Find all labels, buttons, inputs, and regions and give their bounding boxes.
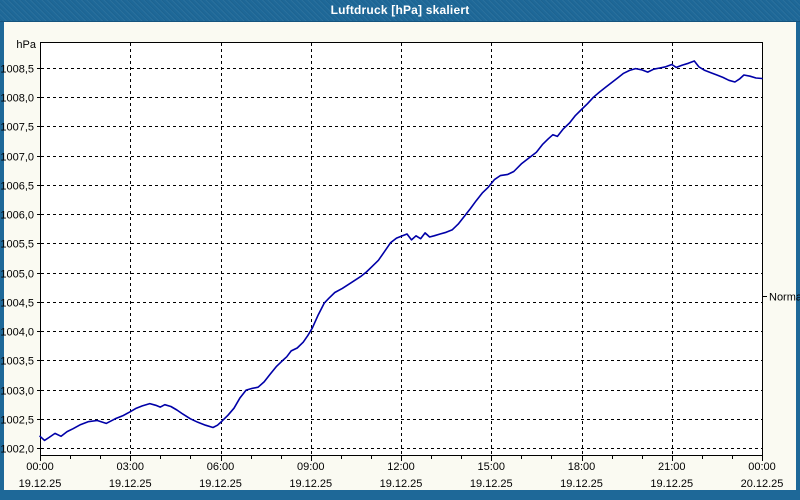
y-tick-label: 1006,0 [0,210,34,222]
x-date-label: 19.12.25 [109,478,152,490]
normal-marker-label: Normal [769,292,800,304]
x-date-label: 19.12.25 [19,478,62,490]
x-date-label: 19.12.25 [560,478,603,490]
x-time-label: 18:00 [568,461,596,473]
y-tick-label: 1007,5 [0,122,34,134]
y-tick-label: 1003,0 [0,386,34,398]
x-date-label: 19.12.25 [289,478,332,490]
x-date-label: 19.12.25 [650,478,693,490]
y-tick-label: 1007,0 [0,152,34,164]
y-tick-label: 1008,5 [0,64,34,76]
x-date-label: 19.12.25 [380,478,423,490]
x-time-label: 15:00 [477,461,505,473]
x-time-label: 12:00 [387,461,415,473]
y-tick-label: 1005,0 [0,269,34,281]
pressure-series-line [39,60,763,442]
y-tick-label: 1002,0 [0,444,34,456]
y-tick-label: 1003,5 [0,356,34,368]
y-tick-label: 1004,5 [0,298,34,310]
x-date-label: 20.12.25 [741,478,784,490]
x-date-label: 19.12.25 [199,478,242,490]
x-time-label: 03:00 [116,461,144,473]
y-axis-unit-label: hPa [16,39,36,51]
x-time-label: 09:00 [297,461,325,473]
y-tick-label: 1006,5 [0,181,34,193]
window-title: Luftdruck [hPa] skaliert [330,3,470,17]
x-time-label: 00:00 [26,461,54,473]
y-tick-label: 1005,5 [0,239,34,251]
x-time-label: 21:00 [658,461,686,473]
y-tick-label: 1004,0 [0,327,34,339]
y-tick-label: 1002,5 [0,415,34,427]
y-tick-label: 1008,0 [0,93,34,105]
x-date-label: 19.12.25 [470,478,513,490]
x-time-label: 00:00 [748,461,776,473]
window-titlebar: Luftdruck [hPa] skaliert [0,0,800,22]
x-time-label: 06:00 [207,461,235,473]
